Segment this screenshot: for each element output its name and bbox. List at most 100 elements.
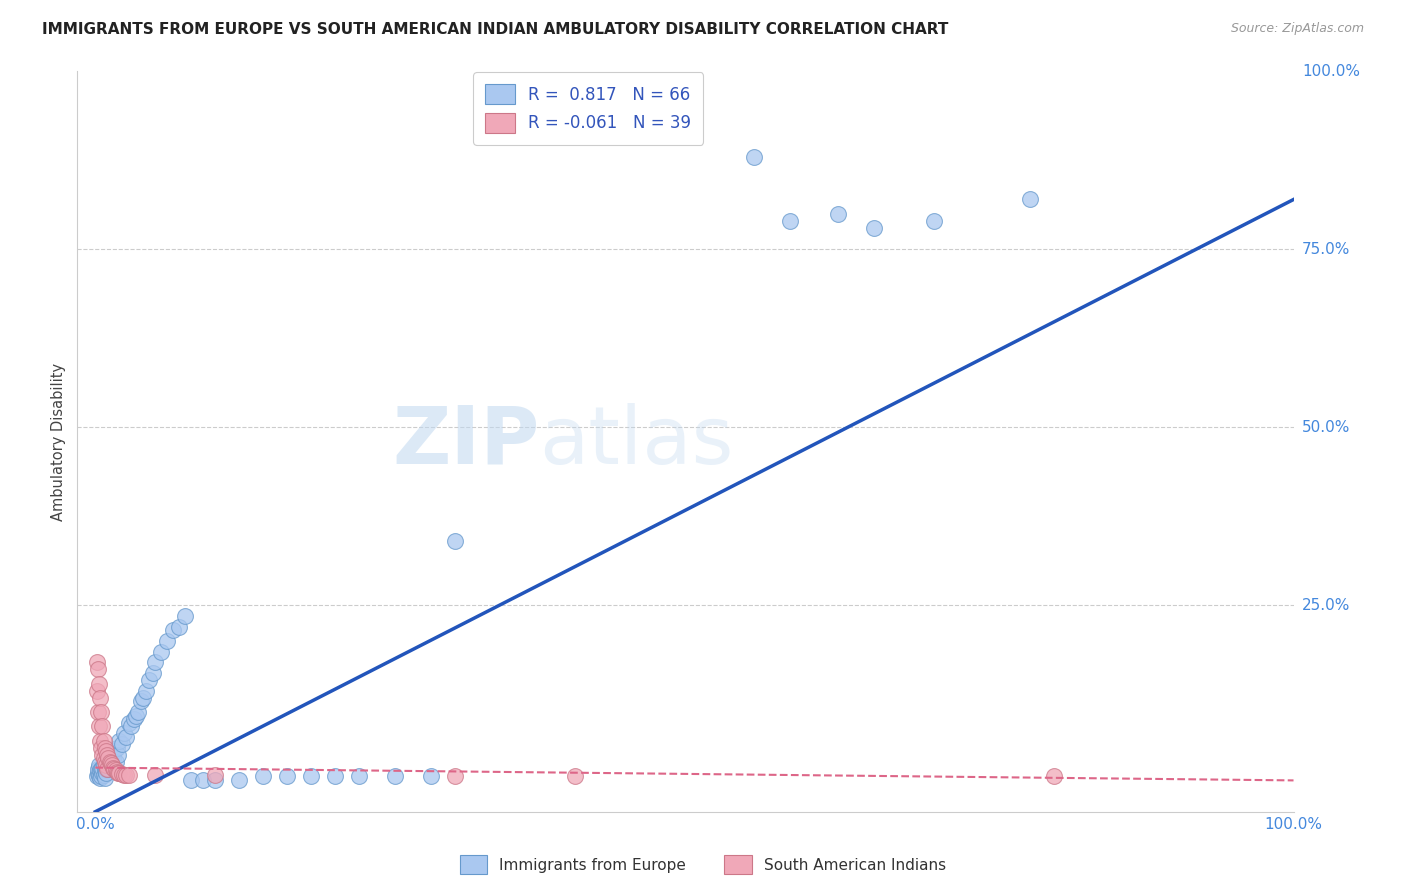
Text: atlas: atlas — [540, 402, 734, 481]
Text: 25.0%: 25.0% — [1302, 598, 1350, 613]
Point — [143, 767, 166, 781]
Text: 100.0%: 100.0% — [1302, 64, 1360, 78]
Point — [180, 772, 202, 787]
Point — [97, 762, 120, 776]
Point — [93, 758, 115, 772]
Point — [94, 744, 117, 758]
Point — [100, 756, 122, 771]
Point — [112, 726, 135, 740]
Point — [103, 744, 125, 758]
Y-axis label: Ambulatory Disability: Ambulatory Disability — [51, 362, 66, 521]
Point — [922, 214, 945, 228]
Point — [252, 769, 274, 783]
Point — [779, 214, 801, 228]
Point — [443, 534, 465, 549]
Point — [94, 765, 117, 780]
Point — [89, 764, 111, 778]
Point — [86, 683, 108, 698]
Point — [150, 644, 173, 658]
Point — [86, 705, 108, 719]
Point — [443, 769, 465, 783]
Legend: Immigrants from Europe, South American Indians: Immigrants from Europe, South American I… — [454, 849, 952, 880]
Point — [86, 765, 108, 780]
Point — [111, 737, 134, 751]
Point — [108, 766, 131, 780]
Point — [156, 633, 179, 648]
Point — [564, 769, 586, 783]
Point — [108, 733, 131, 747]
Point — [94, 758, 117, 772]
Point — [94, 771, 117, 785]
Text: 100.0%: 100.0% — [1264, 817, 1323, 832]
Point — [91, 719, 114, 733]
Point — [132, 690, 155, 705]
Point — [204, 772, 226, 787]
Point — [94, 764, 117, 778]
Point — [323, 769, 346, 783]
Point — [384, 769, 406, 783]
Point — [127, 705, 149, 719]
Point — [91, 761, 114, 775]
Point — [89, 733, 111, 747]
Point — [162, 623, 184, 637]
Point — [96, 751, 118, 765]
Point — [191, 772, 214, 787]
Text: ZIP: ZIP — [392, 402, 540, 481]
Point — [96, 758, 118, 772]
Point — [91, 765, 114, 780]
Point — [90, 705, 112, 719]
Point — [167, 619, 190, 633]
Point — [111, 767, 134, 781]
Point — [87, 758, 110, 772]
Text: 50.0%: 50.0% — [1302, 420, 1350, 434]
Point — [1019, 193, 1042, 207]
Point — [94, 740, 117, 755]
Point — [125, 708, 148, 723]
Point — [98, 755, 121, 769]
Point — [228, 772, 250, 787]
Point — [86, 655, 108, 669]
Point — [86, 769, 108, 783]
Point — [98, 755, 121, 769]
Point — [105, 740, 128, 755]
Point — [93, 767, 115, 781]
Point — [204, 767, 226, 781]
Point — [863, 221, 886, 235]
Point — [100, 758, 122, 772]
Legend: R =  0.817   N = 66, R = -0.061   N = 39: R = 0.817 N = 66, R = -0.061 N = 39 — [474, 72, 703, 145]
Point — [115, 730, 138, 744]
Point — [115, 767, 138, 781]
Point — [101, 758, 124, 772]
Point — [347, 769, 370, 783]
Point — [90, 762, 112, 776]
Point — [90, 740, 112, 755]
Point — [112, 767, 135, 781]
Point — [104, 755, 127, 769]
Point — [93, 751, 115, 765]
Point — [91, 747, 114, 762]
Point — [94, 762, 117, 776]
Point — [89, 771, 111, 785]
Point — [419, 769, 441, 783]
Point — [93, 733, 115, 747]
Point — [96, 762, 118, 776]
Point — [1043, 769, 1066, 783]
Text: 75.0%: 75.0% — [1302, 242, 1350, 257]
Point — [97, 751, 120, 765]
Point — [87, 769, 110, 783]
Text: IMMIGRANTS FROM EUROPE VS SOUTH AMERICAN INDIAN AMBULATORY DISABILITY CORRELATIO: IMMIGRANTS FROM EUROPE VS SOUTH AMERICAN… — [42, 22, 949, 37]
Point — [105, 764, 128, 779]
Point — [135, 683, 157, 698]
Point — [118, 767, 141, 781]
Point — [90, 769, 112, 783]
Point — [299, 769, 322, 783]
Point — [744, 150, 766, 164]
Point — [107, 765, 129, 780]
Point — [89, 690, 111, 705]
Text: Source: ZipAtlas.com: Source: ZipAtlas.com — [1230, 22, 1364, 36]
Point — [94, 755, 117, 769]
Point — [86, 662, 108, 676]
Point — [276, 769, 298, 783]
Point — [118, 715, 141, 730]
Point — [138, 673, 160, 687]
